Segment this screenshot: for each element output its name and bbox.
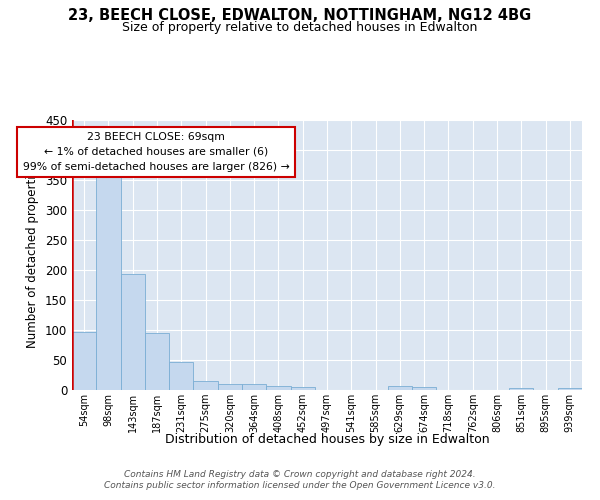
Bar	[218, 384, 242, 390]
Bar	[193, 381, 218, 390]
Bar	[558, 388, 582, 390]
Bar	[388, 386, 412, 390]
Text: 23, BEECH CLOSE, EDWALTON, NOTTINGHAM, NG12 4BG: 23, BEECH CLOSE, EDWALTON, NOTTINGHAM, N…	[68, 8, 532, 22]
Bar	[169, 362, 193, 390]
Bar	[412, 387, 436, 390]
Bar	[242, 384, 266, 390]
Bar	[96, 173, 121, 390]
Bar	[290, 387, 315, 390]
Bar	[509, 388, 533, 390]
Text: Contains public sector information licensed under the Open Government Licence v3: Contains public sector information licen…	[104, 481, 496, 490]
Text: 23 BEECH CLOSE: 69sqm
← 1% of detached houses are smaller (6)
99% of semi-detach: 23 BEECH CLOSE: 69sqm ← 1% of detached h…	[23, 132, 290, 172]
Text: Size of property relative to detached houses in Edwalton: Size of property relative to detached ho…	[122, 21, 478, 34]
Bar	[266, 386, 290, 390]
Bar	[121, 274, 145, 390]
Bar	[72, 332, 96, 390]
Text: Distribution of detached houses by size in Edwalton: Distribution of detached houses by size …	[164, 432, 490, 446]
Bar	[145, 333, 169, 390]
Text: Contains HM Land Registry data © Crown copyright and database right 2024.: Contains HM Land Registry data © Crown c…	[124, 470, 476, 479]
Y-axis label: Number of detached properties: Number of detached properties	[26, 162, 40, 348]
